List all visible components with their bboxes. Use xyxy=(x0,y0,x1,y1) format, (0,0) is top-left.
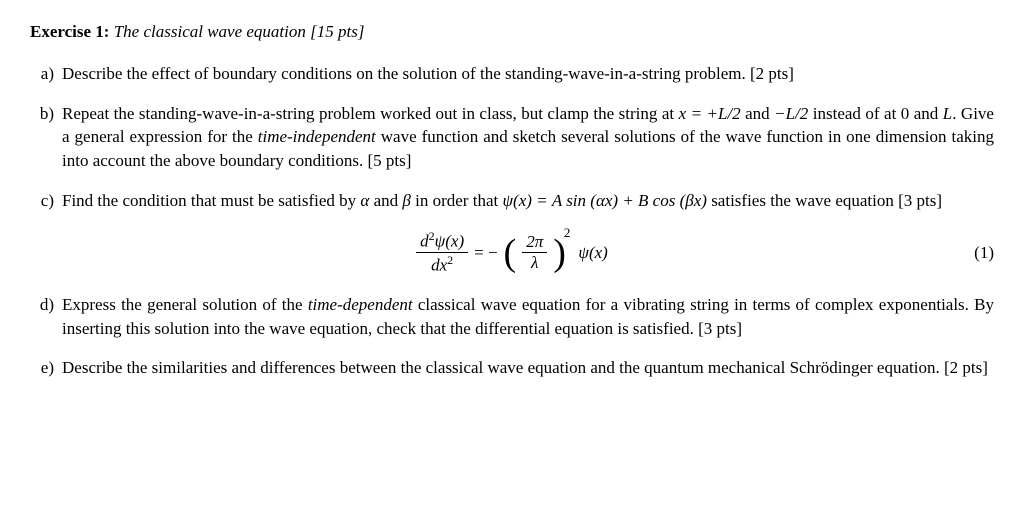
equation-lhs-num: d2ψ(x) xyxy=(416,229,468,253)
equation-number: (1) xyxy=(974,241,994,265)
item-a: a) Describe the effect of boundary condi… xyxy=(30,62,994,86)
equation-1: d2ψ(x) dx2 = − ( 2π λ ) 2 ψ(x) (1) xyxy=(30,229,994,277)
equation-inner-fraction: 2π λ xyxy=(522,232,547,274)
item-a-text: Describe the effect of boundary conditio… xyxy=(62,62,994,86)
item-c: c) Find the condition that must be satis… xyxy=(30,189,994,213)
item-d-text: Express the general solution of the time… xyxy=(62,293,994,341)
item-e-label: e) xyxy=(30,356,62,380)
equation-lhs-den: dx2 xyxy=(427,253,457,276)
equation-1-content: d2ψ(x) dx2 = − ( 2π λ ) 2 ψ(x) xyxy=(416,229,608,276)
exercise-title: Exercise 1: The classical wave equation … xyxy=(30,20,994,44)
item-b-text: Repeat the standing-wave-in-a-string pro… xyxy=(62,102,994,173)
equation-lhs-fraction: d2ψ(x) dx2 xyxy=(416,229,468,276)
item-c-text: Find the condition that must be satisfie… xyxy=(62,189,994,213)
item-d-label: d) xyxy=(30,293,62,341)
equation-psi: ψ(x) xyxy=(578,241,607,265)
item-b-label: b) xyxy=(30,102,62,173)
exercise-subtitle: The classical wave equation [15 pts] xyxy=(114,22,365,41)
item-b: b) Repeat the standing-wave-in-a-string … xyxy=(30,102,994,173)
item-a-label: a) xyxy=(30,62,62,86)
item-e: e) Describe the similarities and differe… xyxy=(30,356,994,380)
item-c-label: c) xyxy=(30,189,62,213)
item-d: d) Express the general solution of the t… xyxy=(30,293,994,341)
exercise-label: Exercise 1: xyxy=(30,22,109,41)
item-e-text: Describe the similarities and difference… xyxy=(62,356,994,380)
